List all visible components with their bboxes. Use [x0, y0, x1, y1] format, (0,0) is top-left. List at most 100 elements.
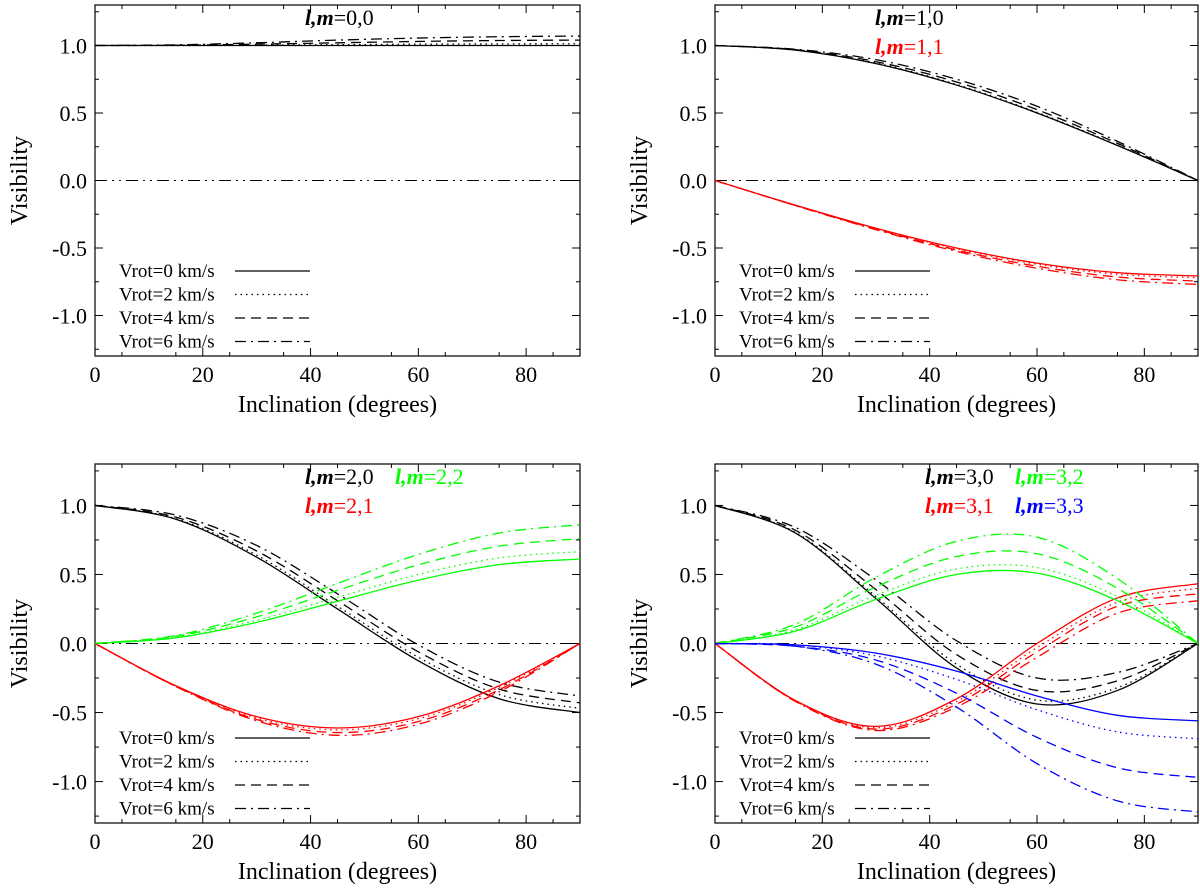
y-axis-label: Visibility — [627, 599, 653, 688]
legend-label: Vrot=0 km/s — [739, 261, 835, 282]
series-group — [95, 35, 580, 47]
mode-label-prefix: l,m — [1015, 493, 1044, 518]
mode-label: l,m=3,3 — [1015, 493, 1084, 518]
mode-label: l,m=2,2 — [395, 464, 464, 489]
series-line-l-m-2-1-vrot-2 — [95, 642, 580, 731]
series-line-l-m-0-0-vrot-2 — [95, 43, 580, 47]
x-tick-label: 80 — [515, 362, 537, 387]
y-tick-label: 1.0 — [680, 34, 708, 59]
y-tick-label: -1.0 — [672, 770, 707, 795]
x-tick-label: 20 — [811, 362, 833, 387]
mode-label-value: =3,0 — [954, 464, 994, 489]
mode-label-value: =3,1 — [954, 493, 994, 518]
y-tick-label: -1.0 — [672, 304, 707, 329]
mode-label-value: =3,3 — [1044, 493, 1084, 518]
series-line-l-m-2-1-vrot-6 — [95, 642, 580, 736]
mode-label-prefix: l,m — [305, 493, 334, 518]
x-axis-label: Inclination (degrees) — [238, 392, 437, 418]
series-group — [715, 44, 1198, 286]
series-line-l-m-0-0-vrot-4 — [95, 39, 580, 47]
x-tick-label: 60 — [1026, 829, 1048, 854]
series-line-l-m-1-0-vrot-2 — [715, 44, 1198, 182]
x-axis-label: Inclination (degrees) — [857, 859, 1056, 885]
panel-top-right: 0 20 40 60 80 1.0 0.5 0.0 -0.5 -1.0 Inclination (d… — [627, 4, 1199, 418]
legend-label: Vrot=4 km/s — [739, 775, 835, 796]
series-line-l-m-3-3-vrot-0 — [715, 642, 1198, 722]
y-tick-label: 0.0 — [680, 632, 708, 657]
x-tick-label: 80 — [1133, 362, 1155, 387]
series-line-l-m-1-1-vrot-4 — [715, 179, 1198, 282]
series-line-l-m-2-0-vrot-4 — [95, 504, 580, 704]
legend-label: Vrot=2 km/s — [119, 285, 215, 306]
mode-label: l,m=3,0 — [925, 464, 994, 489]
mode-label-prefix: l,m — [305, 464, 334, 489]
series-line-l-m-1-0-vrot-6 — [715, 44, 1198, 182]
x-tick-label: 20 — [192, 829, 214, 854]
series-group — [715, 504, 1198, 813]
legend-label: Vrot=6 km/s — [739, 332, 835, 353]
y-tick-label: 1.0 — [60, 493, 88, 518]
mode-label-value: =1,0 — [904, 5, 944, 30]
mode-label-prefix: l,m — [305, 5, 334, 30]
x-tick-label: 40 — [919, 829, 941, 854]
y-tick-label: -1.0 — [52, 304, 87, 329]
series-line-l-m-2-2-vrot-0 — [95, 558, 580, 645]
series-line-l-m-3-0-vrot-6 — [715, 504, 1198, 681]
x-tick-label: 80 — [515, 829, 537, 854]
x-tick-label: 60 — [407, 362, 429, 387]
x-tick-label: 80 — [1133, 829, 1155, 854]
y-tick-label: 1.0 — [60, 34, 88, 59]
y-tick-label: 0.0 — [60, 169, 88, 194]
legend-label: Vrot=0 km/s — [119, 261, 215, 282]
legend-label: Vrot=2 km/s — [739, 285, 835, 306]
x-tick-label: 0 — [710, 829, 721, 854]
mode-label: l,m=1,1 — [875, 34, 944, 59]
x-tick-label: 20 — [192, 362, 214, 387]
x-tick-label: 40 — [300, 362, 322, 387]
mode-label: l,m=3,2 — [1015, 464, 1084, 489]
legend-label: Vrot=2 km/s — [739, 752, 835, 773]
series-line-l-m-3-2-vrot-0 — [715, 569, 1198, 645]
mode-label: l,m=0,0 — [305, 5, 374, 30]
series-line-l-m-2-2-vrot-2 — [95, 551, 580, 645]
mode-label-value: =2,2 — [424, 464, 464, 489]
y-tick-label: -1.0 — [52, 770, 87, 795]
mode-label-value: =0,0 — [334, 5, 374, 30]
panel-top-left: 0 20 40 60 80 1.0 0.5 0.0 -0.5 -1.0 Inclination (d… — [7, 4, 581, 418]
legend-label: Vrot=4 km/s — [119, 308, 215, 329]
series-group — [95, 504, 580, 736]
x-axis-label: Inclination (degrees) — [857, 392, 1056, 418]
mode-label: l,m=2,0 — [305, 464, 374, 489]
series-line-l-m-1-0-vrot-4 — [715, 44, 1198, 182]
series-line-l-m-3-2-vrot-4 — [715, 550, 1198, 645]
x-tick-label: 20 — [811, 829, 833, 854]
series-line-l-m-3-0-vrot-0 — [715, 504, 1198, 706]
series-line-l-m-2-2-vrot-4 — [95, 537, 580, 645]
legend-label: Vrot=0 km/s — [119, 728, 215, 749]
y-tick-label: -0.5 — [672, 236, 707, 261]
x-tick-label: 0 — [710, 362, 721, 387]
series-line-l-m-2-0-vrot-2 — [95, 504, 580, 710]
panel-bottom-left: 0 20 40 60 80 1.0 0.5 0.0 -0.5 -1.0 Inclination (d… — [7, 463, 581, 885]
series-line-l-m-2-1-vrot-0 — [95, 642, 580, 729]
x-tick-label: 40 — [300, 829, 322, 854]
series-line-l-m-3-2-vrot-6 — [715, 533, 1198, 645]
legend-label: Vrot=6 km/s — [119, 799, 215, 820]
series-line-l-m-1-0-vrot-0 — [715, 44, 1198, 182]
mode-label-value: =3,2 — [1044, 464, 1084, 489]
legend-label: Vrot=6 km/s — [119, 332, 215, 353]
series-line-l-m-3-2-vrot-2 — [715, 564, 1198, 645]
y-tick-label: 0.5 — [680, 562, 708, 587]
mode-label-prefix: l,m — [925, 464, 954, 489]
x-tick-label: 40 — [919, 362, 941, 387]
series-line-l-m-3-0-vrot-4 — [715, 504, 1198, 693]
x-tick-label: 0 — [90, 829, 101, 854]
y-axis-label: Visibility — [7, 599, 33, 688]
y-tick-label: 0.0 — [60, 632, 88, 657]
legend-label: Vrot=2 km/s — [119, 752, 215, 773]
series-line-l-m-3-3-vrot-2 — [715, 642, 1198, 740]
y-tick-label: -0.5 — [672, 701, 707, 726]
mode-label-prefix: l,m — [395, 464, 424, 489]
